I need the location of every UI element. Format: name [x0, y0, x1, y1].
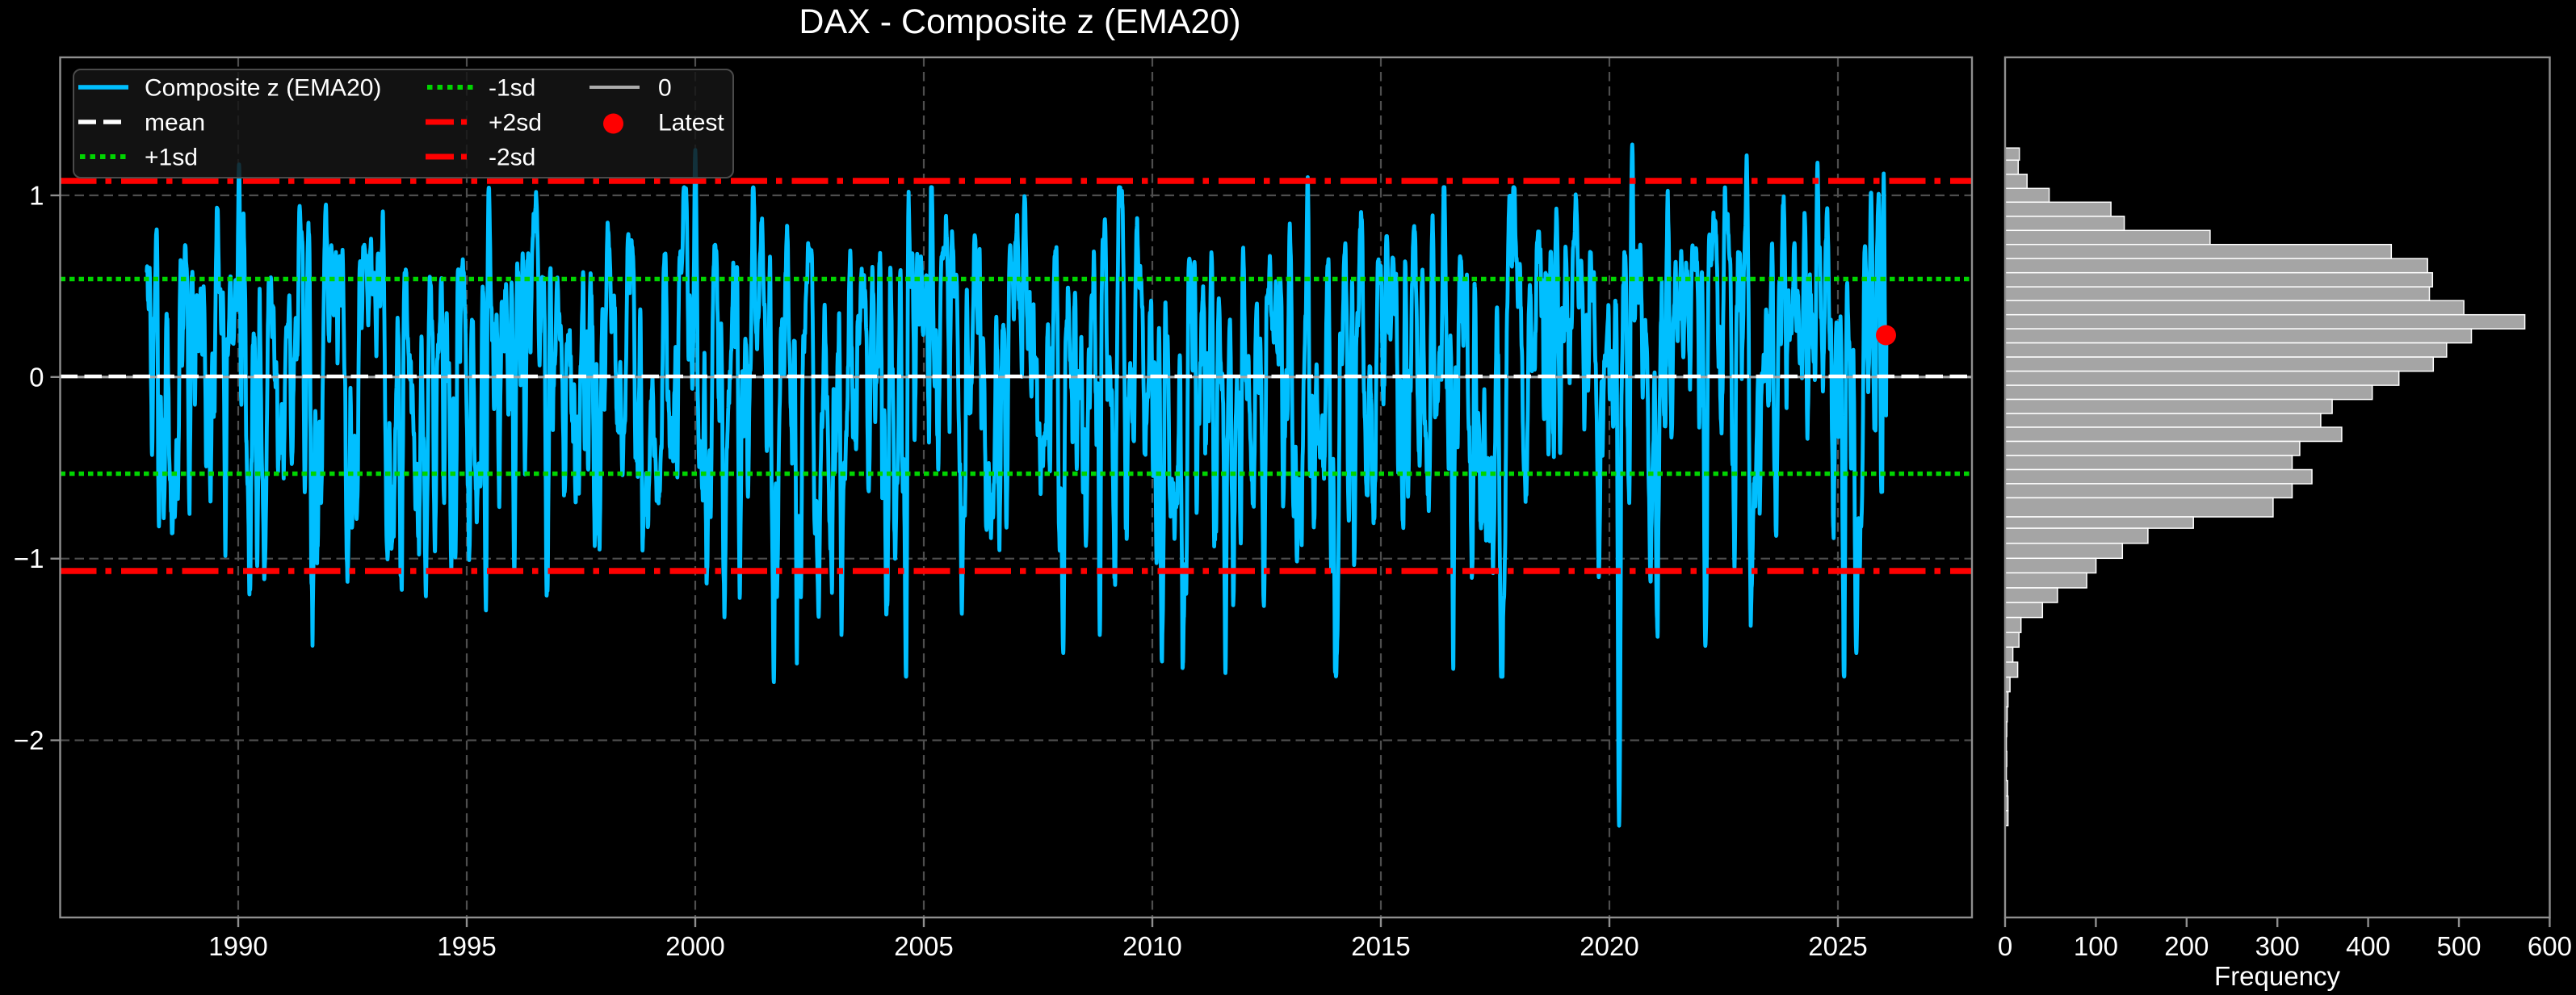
svg-text:300: 300 — [2255, 931, 2300, 961]
svg-text:2000: 2000 — [665, 931, 724, 961]
svg-text:Composite z (EMA20): Composite z (EMA20) — [145, 75, 381, 102]
svg-text:+1sd: +1sd — [145, 145, 198, 171]
svg-text:-2sd: -2sd — [489, 145, 535, 171]
svg-text:2005: 2005 — [894, 931, 953, 961]
svg-text:600: 600 — [2528, 931, 2572, 961]
svg-text:2015: 2015 — [1351, 931, 1410, 961]
svg-text:−1: −1 — [14, 544, 44, 573]
svg-text:+2sd: +2sd — [489, 110, 542, 136]
svg-text:0: 0 — [29, 362, 44, 392]
svg-text:2025: 2025 — [1808, 931, 1867, 961]
svg-text:−2: −2 — [14, 725, 44, 755]
svg-text:2010: 2010 — [1122, 931, 1181, 961]
svg-text:2020: 2020 — [1580, 931, 1638, 961]
svg-text:0: 0 — [1998, 931, 2012, 961]
svg-text:1995: 1995 — [437, 931, 496, 961]
svg-text:500: 500 — [2436, 931, 2481, 961]
svg-text:200: 200 — [2164, 931, 2209, 961]
svg-text:1990: 1990 — [208, 931, 267, 961]
svg-text:Latest: Latest — [658, 110, 724, 136]
svg-text:Frequency: Frequency — [2214, 961, 2340, 991]
svg-text:-1sd: -1sd — [489, 75, 535, 102]
svg-text:DAX - Composite z (EMA20): DAX - Composite z (EMA20) — [799, 2, 1240, 41]
svg-text:1: 1 — [29, 180, 44, 210]
svg-text:400: 400 — [2346, 931, 2390, 961]
svg-text:0: 0 — [658, 75, 672, 102]
svg-text:100: 100 — [2074, 931, 2118, 961]
svg-text:mean: mean — [145, 110, 205, 136]
